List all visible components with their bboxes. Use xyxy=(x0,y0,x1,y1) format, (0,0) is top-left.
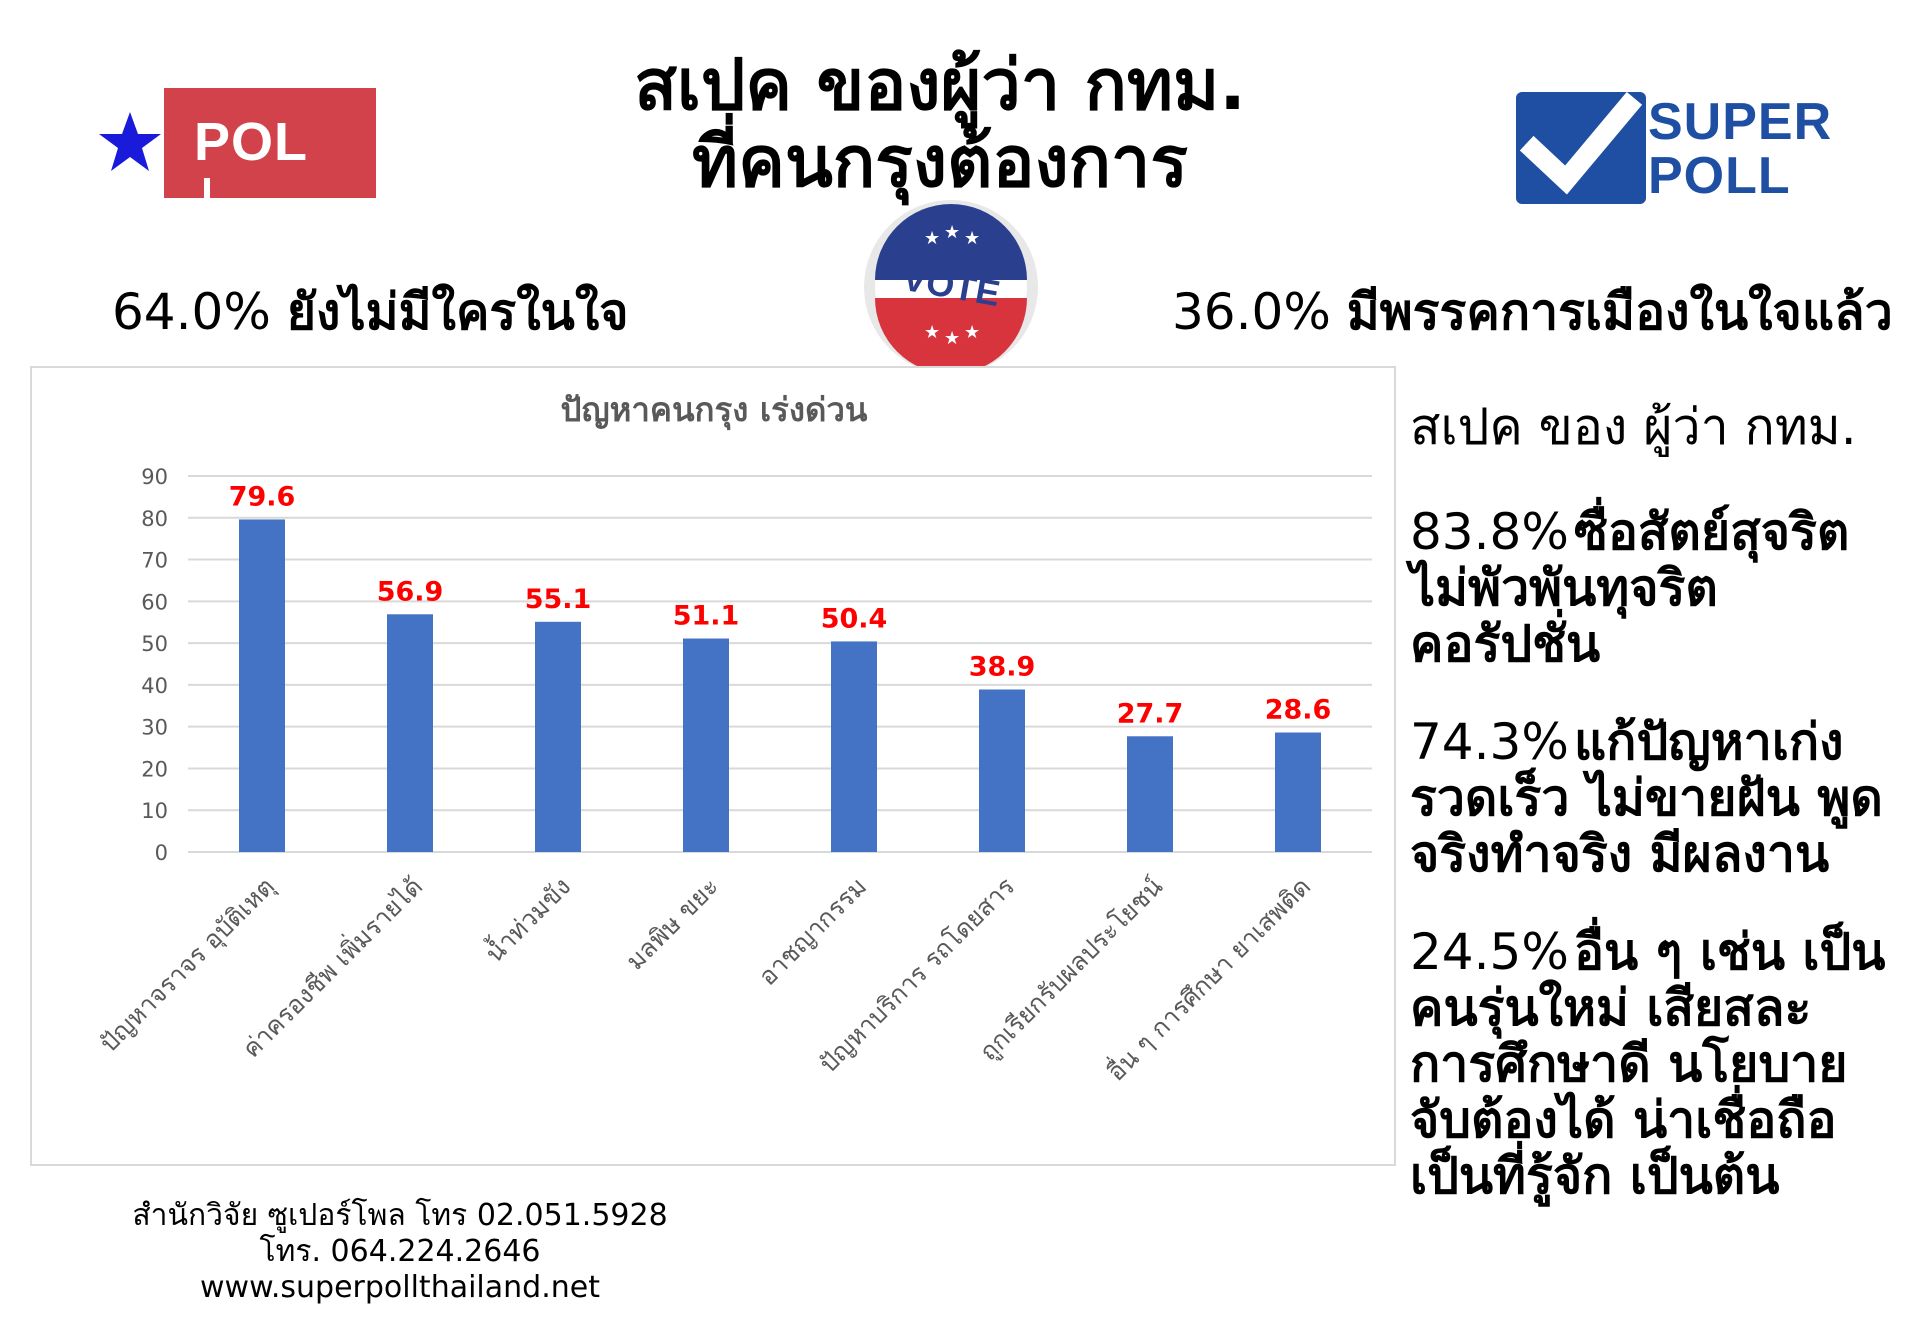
data-label: 27.7 xyxy=(1117,698,1184,729)
y-tick-label: 0 xyxy=(155,841,168,865)
data-label: 56.9 xyxy=(377,576,444,607)
x-category-label: น้ำท่วมขัง xyxy=(477,869,576,968)
stat-decided-pct: 36.0% xyxy=(1172,283,1331,341)
y-tick-label: 70 xyxy=(141,549,168,573)
footer-mobile-phone: โทร. 064.224.2646 xyxy=(259,1234,541,1269)
spec-line: คอรัปชั่น xyxy=(1410,615,1601,673)
spec-item: 74.3% แก้ปัญหาเก่ง รวดเร็ว ไม่ขายฝัน พูด… xyxy=(1410,714,1910,882)
spec-line: คนรุ่นใหม่ เสียสละ xyxy=(1410,979,1812,1037)
y-tick-label: 10 xyxy=(141,799,168,823)
stat-decided-label: มีพรรคการเมืองในใจแล้ว xyxy=(1346,283,1893,341)
bar-chart: ปัญหาคนกรุง เร่งด่วน 0 10 20 30 40 50 60 70 80 90… xyxy=(30,366,1396,1166)
spec-line: จับต้องได้ น่าเชื่อถือ xyxy=(1410,1091,1837,1149)
bar xyxy=(1127,736,1173,852)
chart-y-axis: 0 10 20 30 40 50 60 70 80 90 xyxy=(141,465,168,865)
page-title-line1: สเปค ของผู้ว่า กทม. xyxy=(634,44,1246,126)
svg-text:★: ★ xyxy=(924,228,940,249)
stat-decided: 36.0% มีพรรคการเมืองในใจแล้ว xyxy=(1172,282,1893,342)
footer-office-phone: สำนักวิจัย ซูเปอร์โพล โทร 02.051.5928 xyxy=(132,1198,668,1233)
spec-line: แก้ปัญหาเก่ง xyxy=(1573,713,1844,771)
bar xyxy=(387,614,433,852)
spec-line: รวดเร็ว ไม่ขายฝัน พูด xyxy=(1410,769,1883,827)
data-label: 51.1 xyxy=(673,601,740,632)
y-tick-label: 20 xyxy=(141,757,168,781)
star-icon xyxy=(99,112,161,171)
y-tick-label: 40 xyxy=(141,674,168,698)
y-tick-label: 50 xyxy=(141,632,168,656)
pol-logo: POL xyxy=(98,86,378,200)
checkmark-icon xyxy=(1516,91,1646,204)
pol-logo-mark xyxy=(204,178,210,198)
svg-text:★: ★ xyxy=(944,222,960,243)
data-label: 28.6 xyxy=(1265,695,1332,726)
spec-line: ไม่พัวพันทุจริต xyxy=(1410,559,1718,617)
data-label: 79.6 xyxy=(229,481,296,512)
spec-line: เป็นที่รู้จัก เป็นต้น xyxy=(1410,1147,1780,1205)
spec-item: 83.8% ซื่อสัตย์สุจริต ไม่พัวพันทุจริต คอ… xyxy=(1410,504,1910,672)
chart-data-labels: 79.6 56.9 55.1 51.1 50.4 38.9 27.7 28.6 xyxy=(229,481,1332,729)
spec-pct: 24.5% xyxy=(1410,923,1569,981)
data-label: 55.1 xyxy=(525,584,592,615)
bar-chart-svg: ปัญหาคนกรุง เร่งด่วน 0 10 20 30 40 50 60 70 80 90… xyxy=(94,390,1372,1087)
bar xyxy=(1275,732,1321,852)
superpoll-logo-poll: POLL xyxy=(1648,147,1791,205)
data-label: 38.9 xyxy=(969,651,1036,682)
bar xyxy=(239,519,285,852)
bar xyxy=(535,621,581,852)
page-title-line2: ที่คนกรุงต้องการ xyxy=(692,121,1188,203)
vote-badge-icon: ★ ★ ★ ★ ★ ★ VOTE xyxy=(862,198,1040,376)
superpoll-logo-super: SUPER xyxy=(1648,93,1833,151)
spec-pct: 74.3% xyxy=(1410,713,1569,771)
x-category-label: อาชญากรรม xyxy=(753,872,872,991)
stat-undecided: 64.0% ยังไม่มีใครในใจ xyxy=(112,282,629,342)
spec-line: จริงทำจริง มีผลงาน xyxy=(1410,825,1830,883)
svg-text:★: ★ xyxy=(964,322,980,343)
pol-logo-box: POL xyxy=(164,88,376,198)
svg-text:★: ★ xyxy=(964,228,980,249)
y-tick-label: 80 xyxy=(141,507,168,531)
chart-title: ปัญหาคนกรุง เร่งด่วน xyxy=(561,390,868,431)
svg-text:★: ★ xyxy=(924,322,940,343)
spec-pct: 83.8% xyxy=(1410,503,1569,561)
spec-title: สเปค ของ ผู้ว่า กทม. xyxy=(1410,398,1857,456)
spec-item: 24.5% อื่น ๆ เช่น เป็น คนรุ่นใหม่ เสียสล… xyxy=(1410,924,1910,1204)
footer-website-link[interactable]: www.superpollthailand.net xyxy=(200,1270,600,1305)
data-label: 50.4 xyxy=(821,603,888,634)
mayor-spec-panel: สเปค ของ ผู้ว่า กทม. 83.8% ซื่อสัตย์สุจร… xyxy=(1410,398,1910,1246)
superpoll-logo: SUPER POLL xyxy=(1516,91,1876,212)
chart-bars xyxy=(239,519,1321,852)
stat-undecided-label: ยังไม่มีใครในใจ xyxy=(286,283,629,341)
stat-undecided-pct: 64.0% xyxy=(112,283,271,341)
y-tick-label: 60 xyxy=(141,590,168,614)
spec-line: การศึกษาดี นโยบาย xyxy=(1410,1035,1848,1093)
bar xyxy=(831,641,877,852)
x-category-label: มลพิษ ขยะ xyxy=(620,872,724,976)
spec-line: ซื่อสัตย์สุจริต xyxy=(1573,503,1850,561)
pol-logo-text: POL xyxy=(194,112,309,172)
y-tick-label: 90 xyxy=(141,465,168,489)
footer-contact: สำนักวิจัย ซูเปอร์โพล โทร 02.051.5928 โท… xyxy=(40,1198,760,1306)
chart-x-axis: ปัญหาจราจร อุบัติเหตุค่าครองชีพ เพิ่มราย… xyxy=(94,869,1316,1087)
spec-line: อื่น ๆ เช่น เป็น xyxy=(1573,923,1886,981)
bar xyxy=(979,689,1025,852)
y-tick-label: 30 xyxy=(141,716,168,740)
chart-gridlines xyxy=(188,475,1372,853)
bar xyxy=(683,638,729,852)
svg-text:★: ★ xyxy=(944,328,960,349)
